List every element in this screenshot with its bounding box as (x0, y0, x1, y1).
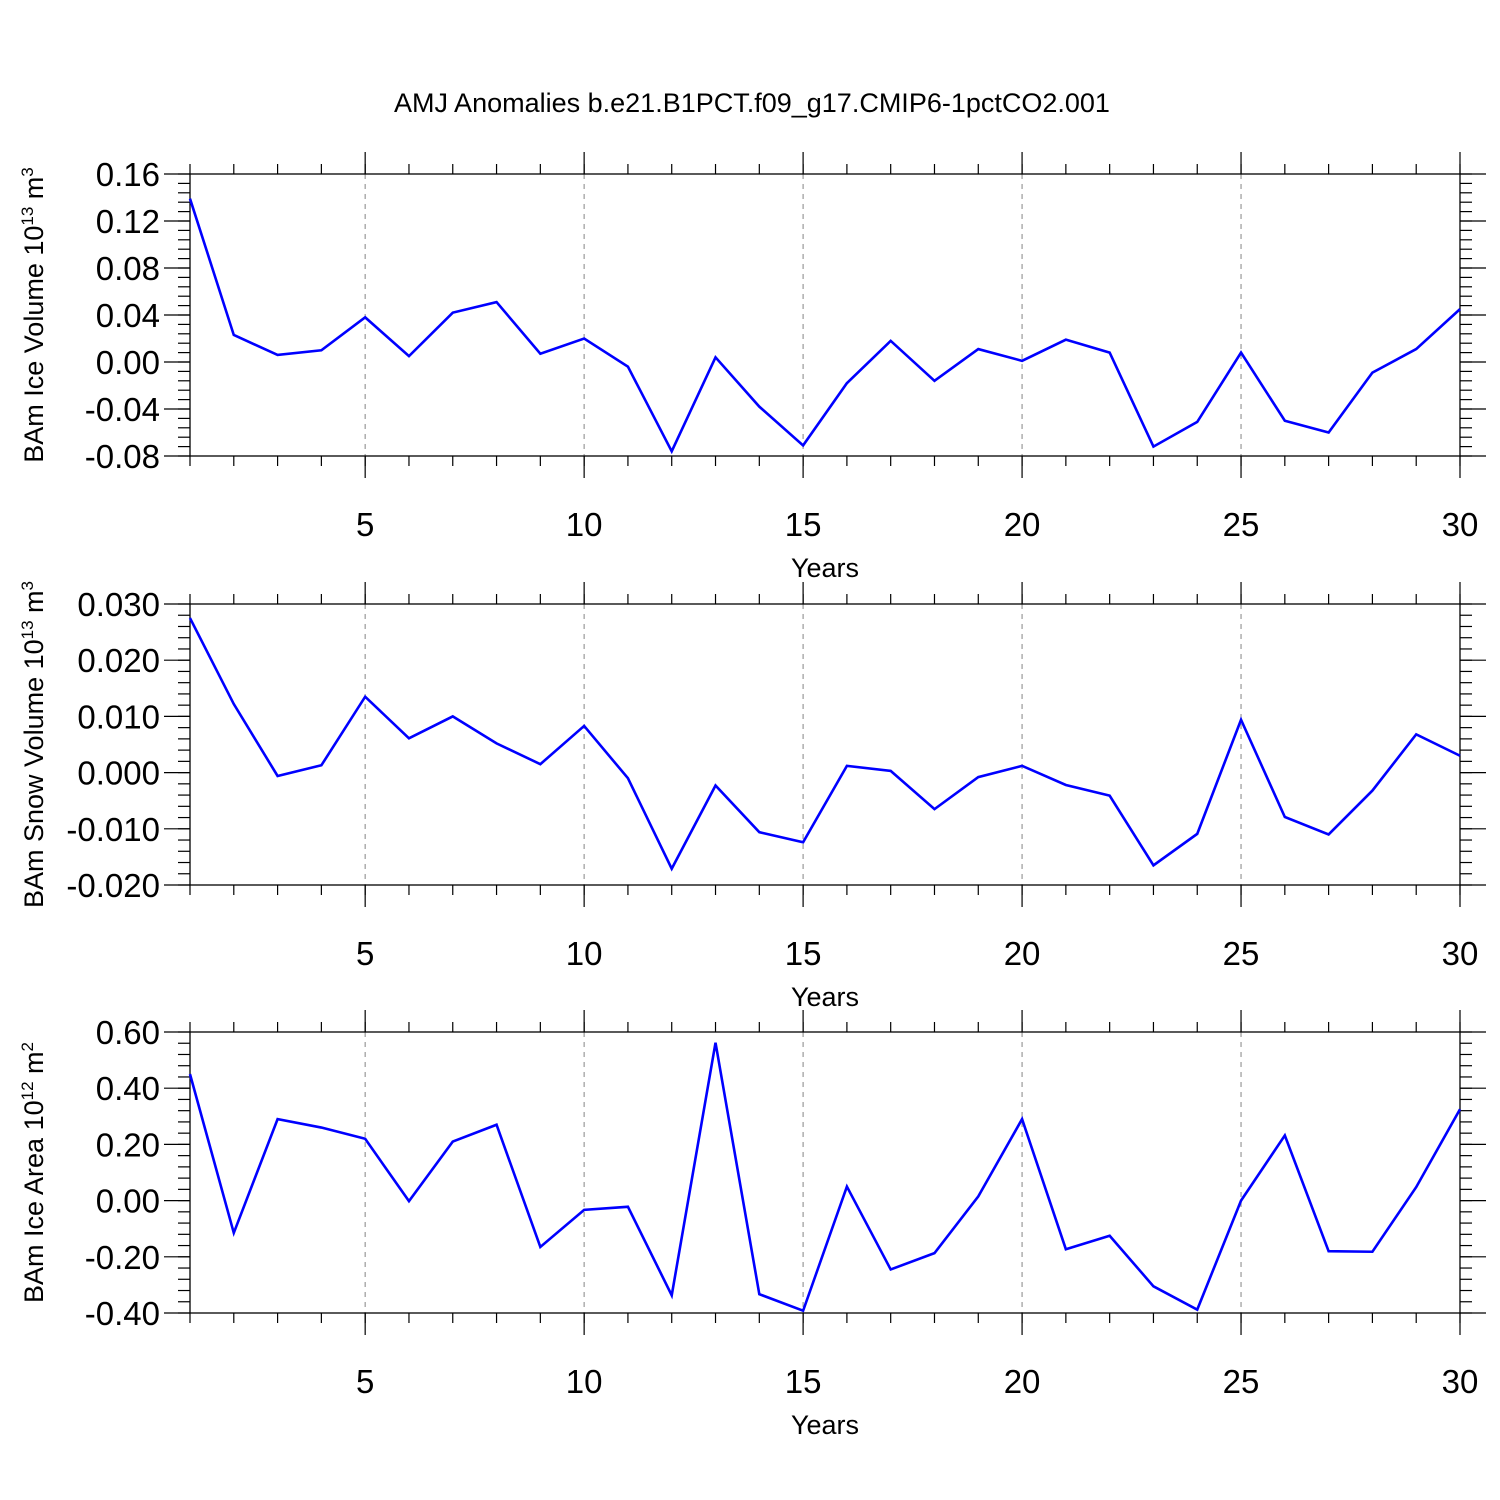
ice-volume-y-tick-label: -0.08 (85, 438, 160, 475)
ice-volume-y-axis-label-unit: m (19, 177, 49, 207)
snow-volume-x-tick-label: 10 (566, 935, 603, 972)
figure-title: AMJ Anomalies b.e21.B1PCT.f09_g17.CMIP6-… (394, 88, 1110, 118)
ice-volume-x-tick-label: 15 (785, 506, 822, 543)
ice-area-x-tick-label: 10 (566, 1363, 603, 1400)
ice-area-x-tick-label: 25 (1223, 1363, 1260, 1400)
ice-volume-x-tick-label: 10 (566, 506, 603, 543)
ice-volume-x-tick-label: 20 (1004, 506, 1041, 543)
snow-volume-x-axis-label: Years (791, 982, 859, 1012)
snow-volume-x-tick-label: 25 (1223, 935, 1260, 972)
ice-volume-panel: 5 10 15 20 25 30 -0.08 -0.04 0.00 0.04 0.08 0.12 0.1… (18, 152, 1486, 583)
ice-volume-x-tick-label: 25 (1223, 506, 1260, 543)
ice-area-x-tick-label: 5 (356, 1363, 374, 1400)
snow-volume-y-axis-label-main: BAm Snow Volume 10 (19, 639, 49, 908)
snow-volume-plot-frame (189, 603, 1461, 886)
ice-area-y-tick-label: 0.00 (96, 1183, 160, 1220)
ice-volume-y-tick-label: 0.16 (96, 156, 160, 193)
snow-volume-y-axis-label: BAm Snow Volume 1013 m3 (18, 581, 49, 908)
ice-area-panel: 5 10 15 20 25 30 -0.40 -0.20 0.00 0.20 0.40 0.60 Yea… (18, 1010, 1486, 1440)
ice-volume-x-tick-label: 30 (1442, 506, 1479, 543)
ice-area-x-axis-label: Years (791, 1410, 859, 1440)
ice-volume-y-tick-label: 0.08 (96, 250, 160, 287)
snow-volume-y-axis-label-unit-exponent: 3 (18, 581, 37, 590)
ice-volume-y-axis-label-unit-exponent: 3 (18, 167, 37, 176)
ice-volume-y-tick-label: -0.04 (85, 391, 160, 428)
snow-volume-x-tick-label: 20 (1004, 935, 1041, 972)
snow-volume-y-tick-label: -0.010 (66, 811, 160, 848)
snow-volume-y-tick-label: 0.030 (77, 586, 160, 623)
ice-area-y-tick-label: 0.40 (96, 1070, 160, 1107)
ice-area-y-axis-label-unit: m (19, 1051, 49, 1081)
ice-area-x-tick-label: 15 (785, 1363, 822, 1400)
ice-area-x-tick-label: 30 (1442, 1363, 1479, 1400)
snow-volume-x-tick-label: 30 (1442, 935, 1479, 972)
ice-area-y-axis-label-main: BAm Ice Area 10 (19, 1100, 49, 1303)
ice-area-y-tick-label: 0.60 (96, 1014, 160, 1051)
ice-volume-y-axis-label: BAm Ice Volume 1013 m3 (18, 167, 49, 463)
ice-volume-x-axis-label: Years (791, 553, 859, 583)
ice-area-plot-frame (189, 1031, 1461, 1314)
snow-volume-panel: 5 10 15 20 25 30 -0.020 -0.010 0.000 0.010 0.020 0.… (18, 581, 1486, 1012)
ice-area-y-axis-label: BAm Ice Area 1012 m2 (18, 1042, 49, 1303)
ice-area-x-tick-label: 20 (1004, 1363, 1041, 1400)
ice-volume-y-tick-label: 0.12 (96, 203, 160, 240)
snow-volume-y-tick-label: 0.000 (77, 755, 160, 792)
snow-volume-x-tick-label: 15 (785, 935, 822, 972)
snow-volume-x-tick-label: 5 (356, 935, 374, 972)
snow-volume-y-tick-label: 0.020 (77, 642, 160, 679)
ice-volume-y-tick-label: 0.04 (96, 297, 160, 334)
snow-volume-y-axis-label-unit: m (19, 590, 49, 620)
ice-area-y-axis-label-exponent: 12 (18, 1081, 37, 1100)
ice-volume-y-tick-label: 0.00 (96, 344, 160, 381)
ice-volume-y-axis-label-exponent: 13 (18, 207, 37, 226)
snow-volume-y-tick-label: 0.010 (77, 698, 160, 735)
ice-volume-x-tick-label: 5 (356, 506, 374, 543)
ice-area-y-axis-label-unit-exponent: 2 (18, 1042, 37, 1051)
snow-volume-y-tick-label: -0.020 (66, 867, 160, 904)
ice-volume-y-axis-label-main: BAm Ice Volume 10 (19, 226, 49, 463)
ice-volume-series-line (188, 198, 1461, 455)
snow-volume-y-axis-label-exponent: 13 (18, 620, 37, 639)
ice-area-series-line (188, 1042, 1462, 1313)
ice-area-y-tick-label: 0.20 (96, 1126, 160, 1163)
ice-area-y-tick-label: -0.20 (85, 1239, 160, 1276)
snow-volume-series-line (188, 617, 1461, 872)
ice-area-y-tick-label: -0.40 (85, 1295, 160, 1332)
